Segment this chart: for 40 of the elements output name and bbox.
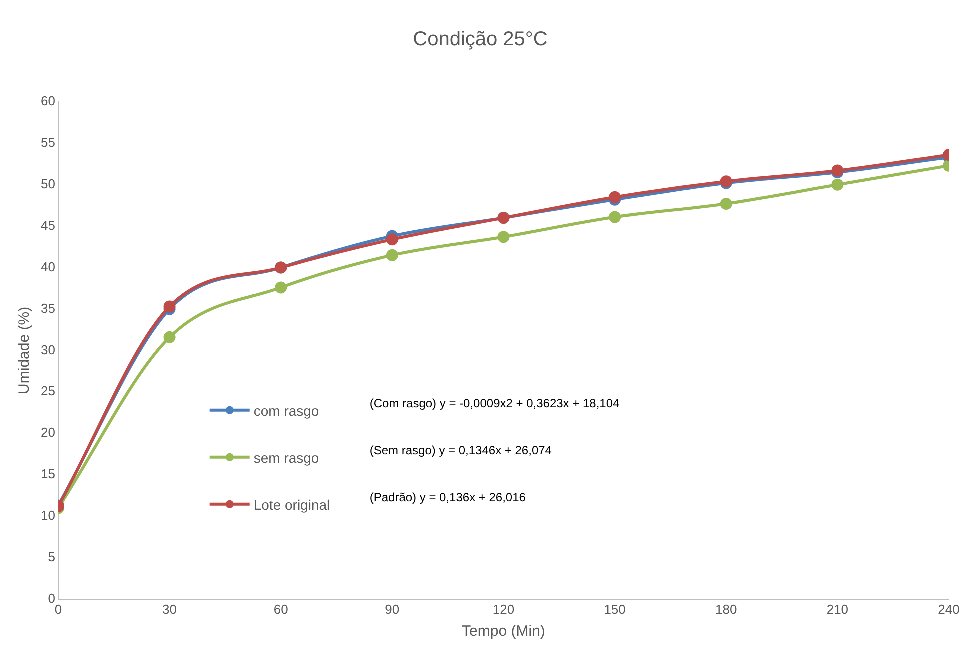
legend-label: com rasgo (254, 403, 320, 420)
y-tick-label: 25 (40, 384, 56, 399)
annotation: (Padrão) y = 0,136x + 26,016 (370, 490, 526, 505)
point (720, 198, 732, 210)
point (164, 331, 176, 344)
y-tick-label: 40 (40, 259, 56, 274)
point (275, 282, 288, 294)
y-tick-label: 10 (40, 508, 56, 524)
legend-label: Lote original (254, 497, 330, 514)
point (386, 234, 398, 246)
y-tick-label: 5 (48, 550, 56, 565)
y-tick-label: 0 (48, 590, 56, 606)
point (832, 178, 844, 191)
y-tick-label: 60 (40, 94, 56, 109)
y-tick-label: 45 (40, 218, 56, 233)
x-tick-label: 240 (938, 602, 960, 617)
x-axis-title: Tempo (Min) (462, 623, 546, 640)
point (386, 249, 398, 262)
point (609, 211, 622, 224)
y-tick-label: 35 (40, 300, 56, 316)
point (609, 191, 622, 204)
x-tick-label: 60 (274, 602, 288, 617)
y-tick-label: 55 (40, 135, 56, 150)
annotation: (Com rasgo) y = -0,0009x2 + 0,3623x + 18,104 (370, 396, 620, 411)
x-tick-label: 210 (826, 602, 849, 617)
y-tick-label: 15 (40, 466, 56, 482)
point (164, 300, 176, 313)
x-tick-label: 150 (604, 602, 626, 617)
annotation: (Sem rasgo) y = 0,1346x + 26,074 (370, 444, 552, 458)
chart-title: Condição 25°C (413, 28, 548, 51)
x-tick-label: 180 (716, 602, 738, 617)
y-axis-title: Umidade (%) (16, 306, 34, 394)
y-tick-label: 30 (40, 342, 56, 358)
x-tick-label: 90 (385, 602, 400, 617)
point (498, 231, 510, 244)
x-tick-label: 120 (492, 602, 515, 617)
y-tick-label: 50 (40, 176, 56, 192)
y-tick-label: 20 (40, 425, 56, 440)
x-tick-label: 30 (162, 602, 178, 617)
legend-label: sem rasgo (254, 450, 320, 466)
